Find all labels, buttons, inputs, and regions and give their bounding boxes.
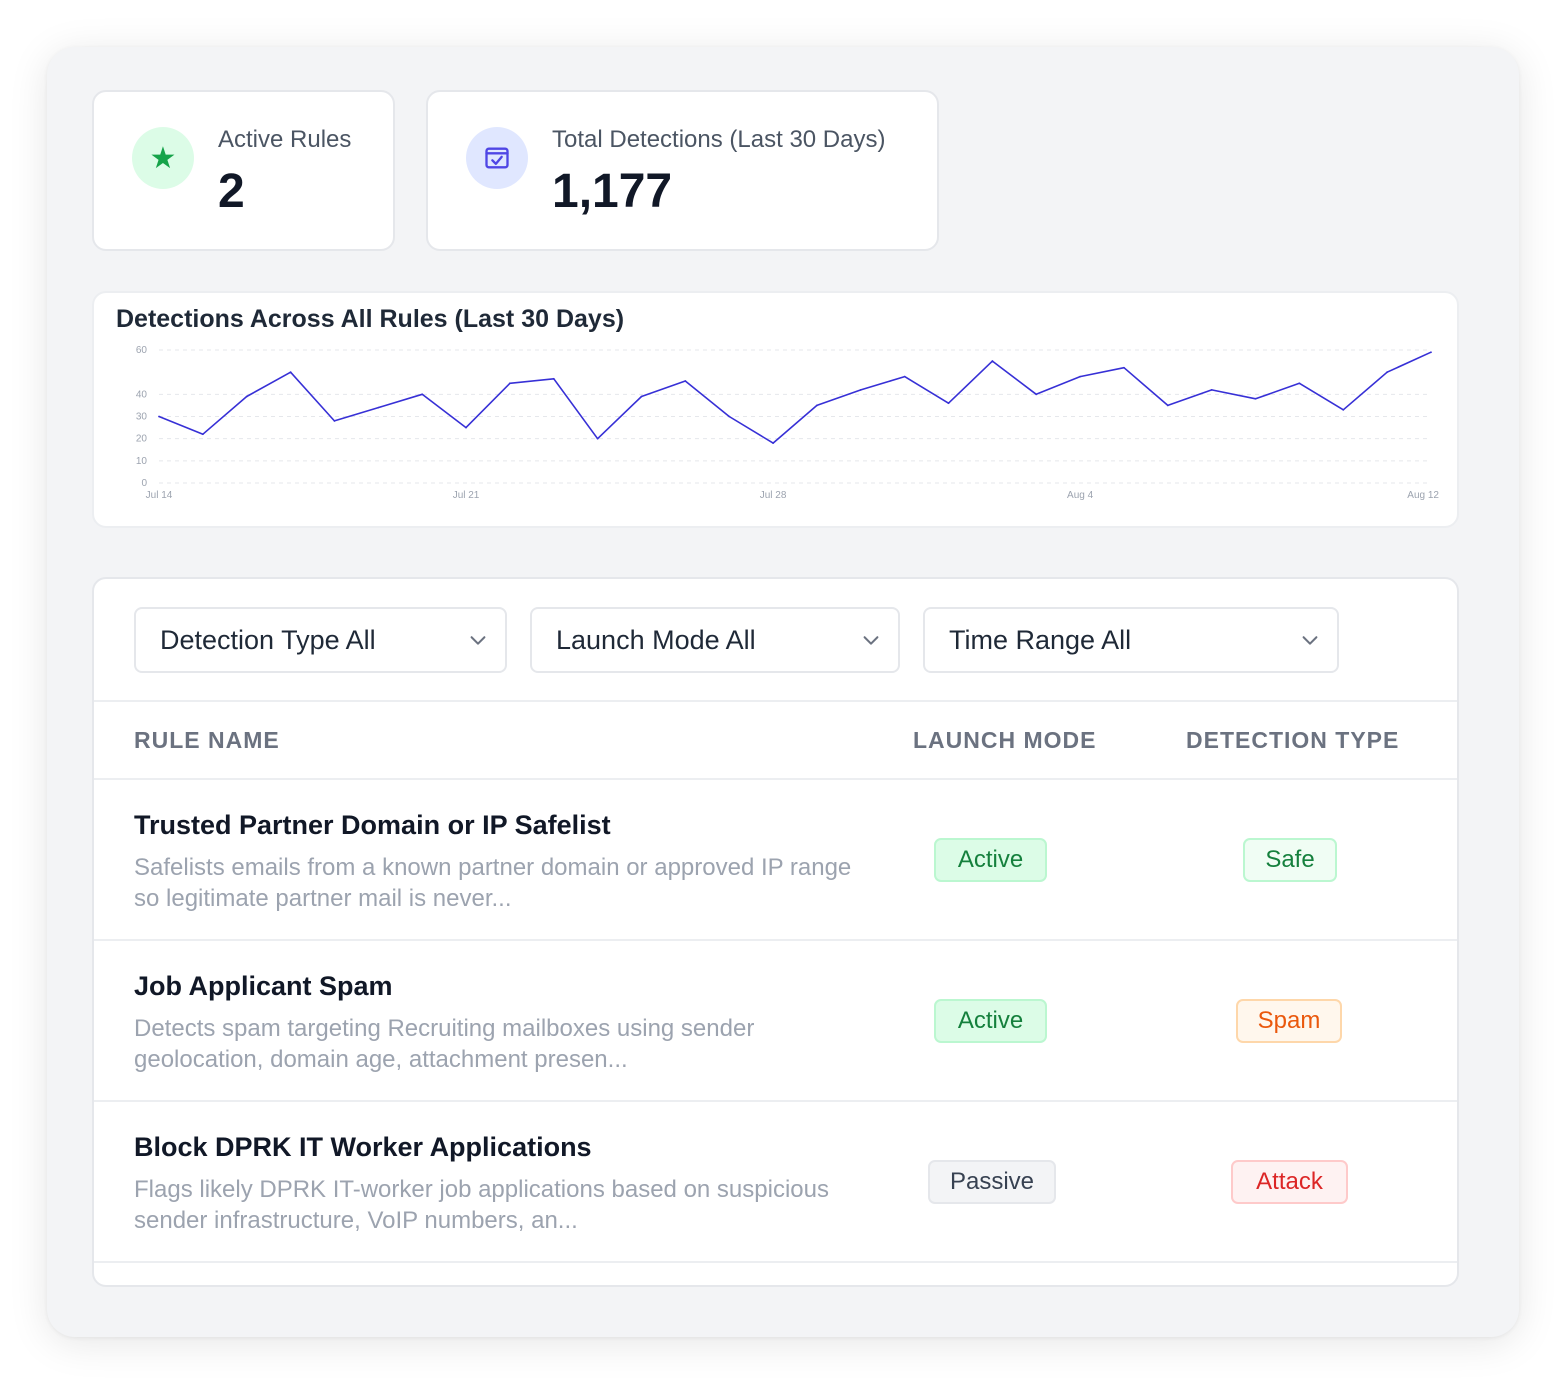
total-detections-label: Total Detections (Last 30 Days) xyxy=(552,126,886,153)
rule-description-line: geolocation, domain age, attachment pres… xyxy=(134,1046,628,1073)
y-tick-label: 0 xyxy=(141,478,147,489)
launch-mode-filter-label: Launch Mode All xyxy=(556,624,756,655)
data-point xyxy=(158,415,160,418)
data-point xyxy=(1123,366,1125,369)
data-point xyxy=(640,395,643,398)
detection-type-filter-label: Detection Type All xyxy=(160,624,376,655)
divider xyxy=(94,778,1457,780)
data-point xyxy=(859,389,862,391)
data-point xyxy=(991,360,994,362)
total-detections-value: 1,177 xyxy=(552,165,673,218)
active-rules-value: 2 xyxy=(218,165,245,218)
time-range-filter[interactable]: Time Range All xyxy=(923,607,1339,673)
data-point xyxy=(1430,351,1432,354)
y-tick-label: 40 xyxy=(136,389,148,400)
data-point xyxy=(1386,371,1389,374)
divider xyxy=(94,1261,1457,1263)
x-tick-label: Jul 28 xyxy=(760,490,787,501)
rule-description-line: sender infrastructure, VoIP numbers, an.… xyxy=(134,1207,578,1234)
data-point xyxy=(596,437,599,440)
launch-mode-badge: Passive xyxy=(928,1160,1056,1204)
y-tick-label: 60 xyxy=(136,345,148,356)
data-point xyxy=(1079,375,1082,378)
x-tick-label: Aug 12 xyxy=(1407,490,1439,501)
detection-type-filter[interactable]: Detection Type All xyxy=(134,607,507,673)
detections-line-chart: 0 10 20 30 40 60 Jul 14 Jul 21 Jul 28 Aug 4 Aug 12 xyxy=(136,345,1440,501)
rule-description-line: Detects spam targeting Recruiting mailbo… xyxy=(134,1015,755,1042)
rule-description: Detects spam targeting Recruiting mailbo… xyxy=(134,1013,894,1075)
x-tick-label: Jul 21 xyxy=(453,490,480,501)
y-tick-label: 10 xyxy=(136,456,148,467)
divider xyxy=(94,939,1457,941)
launch-mode-badge: Active xyxy=(934,838,1047,882)
chevron-down-icon xyxy=(1302,636,1318,645)
data-point xyxy=(816,404,818,407)
rule-name[interactable]: Job Applicant Spam xyxy=(134,971,393,1001)
data-point xyxy=(333,420,336,422)
time-range-filter-label: Time Range All xyxy=(949,624,1132,655)
column-header-detection-type: DETECTION TYPE xyxy=(1186,727,1400,753)
detection-type-badge: Attack xyxy=(1231,1160,1348,1204)
rule-description: Safelists emails from a known partner do… xyxy=(134,852,894,914)
data-point xyxy=(289,371,292,374)
divider xyxy=(94,1100,1457,1102)
detection-type-badge: Spam xyxy=(1236,999,1342,1043)
table-row[interactable]: Job Applicant Spam Detects spam targetin… xyxy=(94,941,1457,1102)
data-point xyxy=(728,415,731,418)
x-tick-label: Aug 4 xyxy=(1067,490,1094,501)
calendar-check-icon xyxy=(466,127,528,189)
star-icon: ★ xyxy=(132,127,194,189)
table-row[interactable]: Block DPRK IT Worker Applications Flags … xyxy=(94,1102,1457,1263)
total-detections-card: Total Detections (Last 30 Days) 1,177 xyxy=(426,90,939,251)
detections-chart-card: Detections Across All Rules (Last 30 Day… xyxy=(92,291,1459,528)
data-point xyxy=(377,406,380,409)
launch-mode-filter[interactable]: Launch Mode All xyxy=(530,607,900,673)
data-point xyxy=(552,377,555,380)
data-point xyxy=(903,375,906,378)
active-rules-label: Active Rules xyxy=(218,126,352,153)
data-point xyxy=(1210,389,1213,391)
data-point xyxy=(684,380,687,382)
data-point xyxy=(1035,393,1038,396)
series-line xyxy=(158,351,1432,444)
data-point xyxy=(245,395,248,398)
launch-mode-badge: Active xyxy=(934,999,1047,1043)
detection-type-badge: Safe xyxy=(1243,838,1337,882)
rule-name[interactable]: Trusted Partner Domain or IP Safelist xyxy=(134,810,611,840)
data-point xyxy=(1166,404,1169,407)
rules-table-card: Detection Type All Launch Mode All Time … xyxy=(92,577,1459,1287)
data-point xyxy=(947,402,950,405)
data-point xyxy=(201,433,204,436)
data-point xyxy=(421,393,424,396)
chevron-down-icon xyxy=(470,636,486,645)
data-point xyxy=(1254,397,1257,400)
data-point xyxy=(1298,382,1301,385)
divider xyxy=(94,700,1457,702)
rule-name[interactable]: Block DPRK IT Worker Applications xyxy=(134,1132,592,1162)
rule-description: Flags likely DPRK IT-worker job applicat… xyxy=(134,1174,894,1236)
chevron-down-icon xyxy=(863,636,879,645)
active-rules-card: ★ Active Rules 2 xyxy=(92,90,395,251)
column-header-launch-mode: LAUNCH MODE xyxy=(913,727,1097,753)
rule-description-line: Flags likely DPRK IT-worker job applicat… xyxy=(134,1176,829,1203)
data-point xyxy=(1342,408,1345,411)
column-header-rule-name: RULE NAME xyxy=(134,727,280,753)
table-row[interactable]: Trusted Partner Domain or IP Safelist Sa… xyxy=(94,780,1457,941)
data-point xyxy=(772,442,774,444)
y-tick-label: 20 xyxy=(136,434,148,445)
x-tick-label: Jul 14 xyxy=(146,490,173,501)
data-point xyxy=(508,382,511,385)
y-tick-label: 30 xyxy=(136,412,148,423)
rule-description-line: Safelists emails from a known partner do… xyxy=(134,854,852,881)
data-point xyxy=(465,426,467,429)
rule-description-line: so legitimate partner mail is never... xyxy=(134,885,512,912)
chart-title: Detections Across All Rules (Last 30 Day… xyxy=(116,305,625,333)
